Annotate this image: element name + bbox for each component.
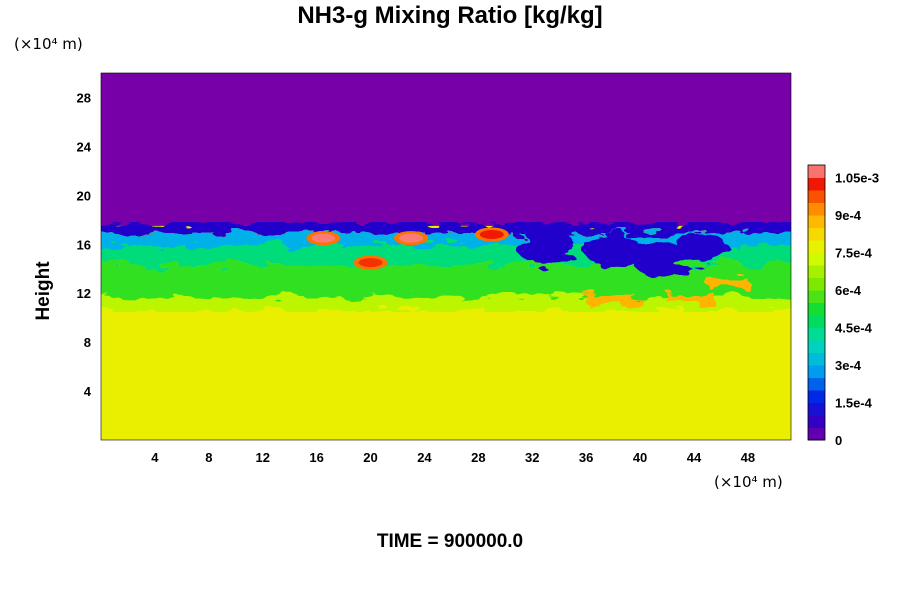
colorbar-level [808, 427, 825, 441]
colorbar-level [808, 227, 825, 241]
colorbar-level [808, 277, 825, 291]
x-tick-label: 4 [151, 450, 159, 465]
colorbar-level [808, 415, 825, 428]
vortex [517, 227, 574, 267]
colorbar-level [808, 165, 825, 178]
x-tick-label: 44 [687, 450, 702, 465]
colorbar-level [808, 190, 825, 203]
y-tick-label: 12 [77, 286, 91, 301]
y-unit-label: (×10⁴ m) [14, 35, 83, 53]
high-patch [353, 255, 388, 270]
colorbar-tick-label: 7.5e-4 [835, 246, 873, 261]
chart-title: NH3-g Mixing Ratio [kg/kg] [297, 2, 603, 29]
turbulent-layer [101, 222, 791, 312]
colorbar-tick-labels: 0 1.5e-4 3e-4 4.5e-4 6e-4 7.5e-4 9e-4 1.05e-3 [835, 171, 879, 449]
x-tick-label: 48 [741, 450, 755, 465]
colorbar-tick-label: 6e-4 [835, 283, 862, 298]
patch-core [398, 233, 423, 243]
heatmap-field [101, 73, 791, 440]
colorbar-level [808, 377, 825, 391]
colorbar [807, 164, 826, 441]
colorbar-level [808, 352, 825, 366]
high-patch [474, 227, 509, 242]
colorbar-level [808, 302, 825, 316]
colorbar-tick-label: 1.5e-4 [835, 396, 873, 411]
vortex [585, 233, 642, 268]
patch-core [311, 233, 336, 243]
colorbar-tick-label: 4.5e-4 [835, 321, 873, 336]
colorbar-tick-label: 9e-4 [835, 208, 862, 223]
x-tick-labels: 4 8 12 16 20 24 28 32 36 40 44 48 [151, 450, 755, 465]
colorbar-level [808, 402, 825, 416]
x-tick-label: 36 [579, 450, 593, 465]
colorbar-level [808, 327, 825, 341]
x-unit-label: (×10⁴ m) [714, 473, 783, 491]
colorbar-level [808, 365, 825, 378]
x-tick-label: 40 [633, 450, 647, 465]
y-tick-label: 28 [77, 90, 91, 105]
high-patch [393, 231, 428, 246]
colorbar-level [808, 265, 825, 278]
colorbar-level [808, 240, 825, 253]
patch-core [358, 258, 383, 268]
colorbar-level [808, 177, 825, 191]
colorbar-tick-label: 3e-4 [835, 358, 862, 373]
colorbar-level [808, 290, 825, 303]
colorbar-level [808, 390, 825, 403]
x-tick-label: 32 [525, 450, 539, 465]
colorbar-level [808, 202, 825, 216]
y-tick-label: 20 [77, 188, 91, 203]
x-tick-label: 16 [309, 450, 323, 465]
colorbar-level [808, 215, 825, 228]
streak [586, 295, 641, 306]
turbulent-band [101, 265, 791, 297]
colorbar-frame [807, 164, 826, 441]
colorbar-tick-label: 1.05e-3 [835, 171, 879, 186]
x-tick-label: 28 [471, 450, 485, 465]
y-tick-label: 24 [77, 139, 92, 154]
x-tick-label: 24 [417, 450, 432, 465]
streak [667, 293, 715, 303]
y-tick-label: 16 [77, 237, 91, 252]
colorbar-tick-label: 0 [835, 433, 842, 448]
patch-core [479, 229, 504, 239]
x-tick-label: 8 [205, 450, 212, 465]
plot-frame [100, 72, 792, 441]
high-patch [306, 231, 341, 246]
x-tick-label: 20 [363, 450, 377, 465]
y-axis-label: Height [33, 261, 54, 321]
x-tick-label: 12 [255, 450, 269, 465]
time-label: TIME = 900000.0 [376, 531, 524, 552]
colorbar-level [808, 252, 825, 266]
turbulent-band [101, 222, 791, 234]
colorbar-level [808, 315, 825, 328]
y-tick-label: 8 [84, 335, 91, 350]
colorbar-level [808, 340, 825, 353]
y-tick-labels: 4 8 12 16 20 24 28 [77, 90, 92, 399]
streak [707, 278, 748, 289]
vortex [672, 234, 729, 264]
y-tick-label: 4 [84, 384, 92, 399]
